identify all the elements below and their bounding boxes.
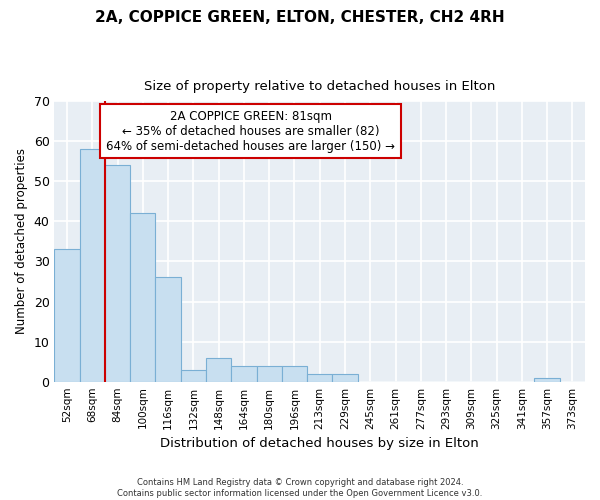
Bar [155, 278, 181, 382]
Text: 2A, COPPICE GREEN, ELTON, CHESTER, CH2 4RH: 2A, COPPICE GREEN, ELTON, CHESTER, CH2 4… [95, 10, 505, 25]
Title: Size of property relative to detached houses in Elton: Size of property relative to detached ho… [144, 80, 496, 93]
Bar [282, 366, 307, 382]
Bar [55, 250, 80, 382]
Bar [80, 149, 105, 382]
Bar [257, 366, 282, 382]
Bar [535, 378, 560, 382]
Bar [206, 358, 231, 382]
Y-axis label: Number of detached properties: Number of detached properties [15, 148, 28, 334]
X-axis label: Distribution of detached houses by size in Elton: Distribution of detached houses by size … [160, 437, 479, 450]
Text: 2A COPPICE GREEN: 81sqm
← 35% of detached houses are smaller (82)
64% of semi-de: 2A COPPICE GREEN: 81sqm ← 35% of detache… [106, 110, 395, 152]
Bar [105, 165, 130, 382]
Bar [231, 366, 257, 382]
Text: Contains HM Land Registry data © Crown copyright and database right 2024.
Contai: Contains HM Land Registry data © Crown c… [118, 478, 482, 498]
Bar [307, 374, 332, 382]
Bar [181, 370, 206, 382]
Bar [130, 214, 155, 382]
Bar [332, 374, 358, 382]
